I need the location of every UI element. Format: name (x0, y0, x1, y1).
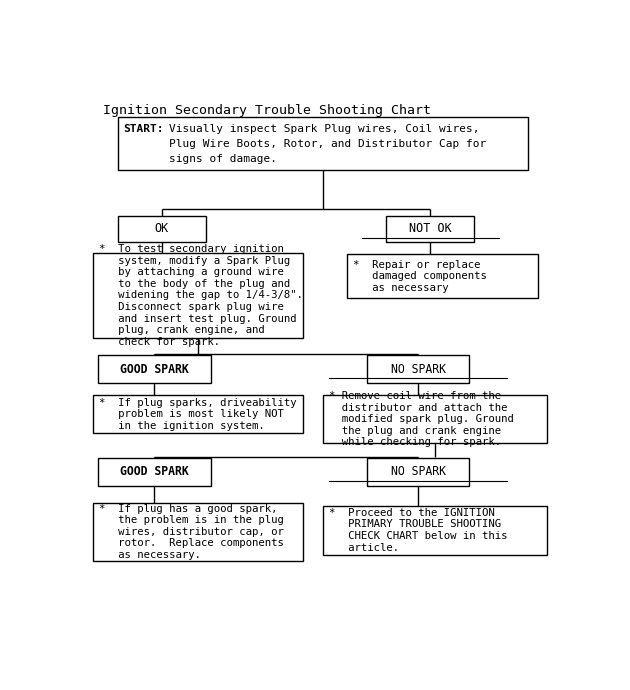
Text: *  If plug has a good spark,
   the problem is in the plug
   wires, distributor: * If plug has a good spark, the problem … (100, 504, 284, 560)
Text: GOOD SPARK: GOOD SPARK (120, 465, 189, 478)
Text: *  If plug sparks, driveability
   problem is most likely NOT
   in the ignition: * If plug sparks, driveability problem i… (100, 397, 297, 431)
FancyBboxPatch shape (93, 502, 303, 561)
Text: START:: START: (123, 124, 164, 134)
Text: signs of damage.: signs of damage. (169, 154, 277, 164)
Text: NO SPARK: NO SPARK (391, 363, 445, 375)
FancyBboxPatch shape (118, 215, 205, 242)
FancyBboxPatch shape (118, 117, 528, 170)
FancyBboxPatch shape (367, 458, 469, 486)
FancyBboxPatch shape (93, 253, 303, 338)
Text: GOOD SPARK: GOOD SPARK (120, 363, 189, 375)
Text: Visually inspect Spark Plug wires, Coil wires,: Visually inspect Spark Plug wires, Coil … (169, 124, 479, 134)
Text: NOT OK: NOT OK (409, 222, 452, 235)
Text: *  To test secondary ignition
   system, modify a Spark Plug
   by attaching a g: * To test secondary ignition system, mod… (100, 244, 303, 346)
FancyBboxPatch shape (386, 215, 474, 242)
Text: OK: OK (154, 222, 169, 235)
Text: *  Repair or replace
   damaged components
   as necessary: * Repair or replace damaged components a… (353, 259, 487, 293)
Text: Plug Wire Boots, Rotor, and Distributor Cap for: Plug Wire Boots, Rotor, and Distributor … (169, 139, 486, 149)
Text: *  Proceed to the IGNITION
   PRIMARY TROUBLE SHOOTING
   CHECK CHART below in t: * Proceed to the IGNITION PRIMARY TROUBL… (329, 508, 507, 553)
FancyBboxPatch shape (93, 395, 303, 433)
FancyBboxPatch shape (347, 255, 538, 298)
Text: NO SPARK: NO SPARK (391, 465, 445, 478)
Text: * Remove coil wire from the
  distributor and attach the
  modified spark plug. : * Remove coil wire from the distributor … (329, 391, 513, 447)
FancyBboxPatch shape (367, 355, 469, 383)
FancyBboxPatch shape (323, 506, 547, 555)
FancyBboxPatch shape (98, 355, 210, 383)
Text: Ignition Secondary Trouble Shooting Chart: Ignition Secondary Trouble Shooting Char… (103, 104, 431, 117)
FancyBboxPatch shape (98, 458, 210, 486)
FancyBboxPatch shape (323, 395, 547, 443)
